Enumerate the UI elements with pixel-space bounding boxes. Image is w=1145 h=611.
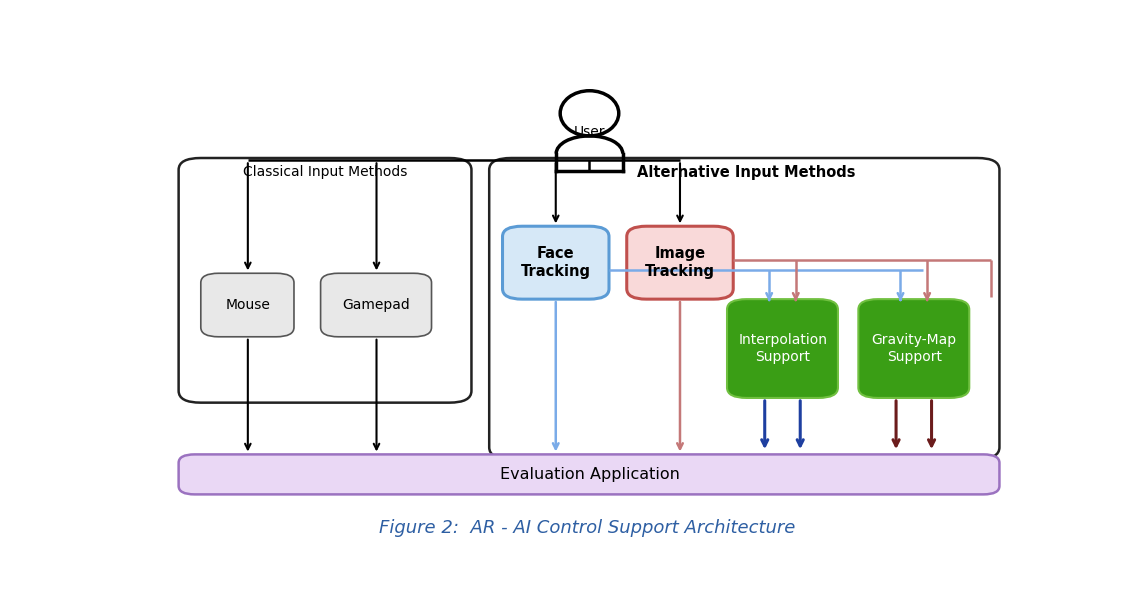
FancyBboxPatch shape (489, 158, 1000, 459)
Text: Face
Tracking: Face Tracking (521, 246, 591, 279)
FancyBboxPatch shape (321, 273, 432, 337)
FancyBboxPatch shape (626, 226, 733, 299)
Text: Figure 2:  AR - AI Control Support Architecture: Figure 2: AR - AI Control Support Archit… (379, 519, 795, 537)
FancyBboxPatch shape (179, 455, 1000, 494)
FancyBboxPatch shape (503, 226, 609, 299)
Text: Gravity-Map
Support: Gravity-Map Support (871, 334, 957, 364)
Text: Alternative Input Methods: Alternative Input Methods (638, 164, 855, 180)
Text: Gamepad: Gamepad (342, 298, 410, 312)
Text: AI Support: AI Support (977, 276, 990, 360)
Text: Classical Input Methods: Classical Input Methods (243, 165, 408, 179)
Text: Image
Tracking: Image Tracking (645, 246, 714, 279)
Text: Mouse: Mouse (226, 298, 270, 312)
Text: User: User (574, 125, 606, 139)
FancyBboxPatch shape (200, 273, 294, 337)
FancyBboxPatch shape (859, 299, 970, 398)
FancyBboxPatch shape (179, 158, 472, 403)
Text: Evaluation Application: Evaluation Application (499, 467, 679, 481)
Text: Interpolation
Support: Interpolation Support (739, 334, 828, 364)
FancyBboxPatch shape (716, 226, 995, 410)
FancyBboxPatch shape (727, 299, 838, 398)
